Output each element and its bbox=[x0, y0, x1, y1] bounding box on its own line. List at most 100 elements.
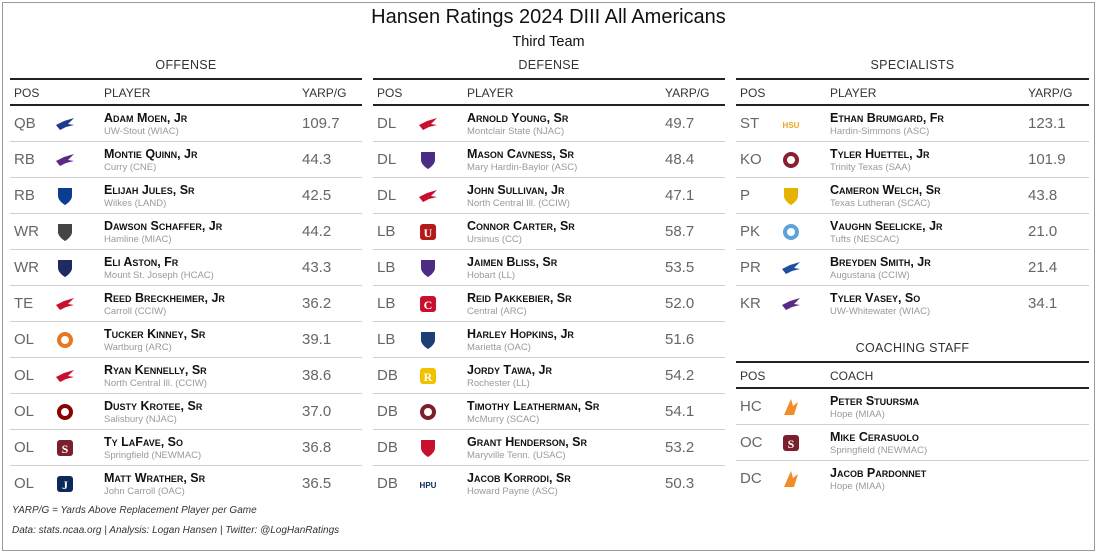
yarp-column-header: YARP/G bbox=[665, 86, 710, 100]
team-conference: Maryville Tenn. (USAC) bbox=[467, 450, 566, 461]
team-conference: Tufts (NESCAC) bbox=[830, 234, 900, 245]
yarp-value: 53.5 bbox=[665, 259, 695, 276]
team-conference: Texas Lutheran (SCAC) bbox=[830, 198, 931, 209]
player-name: Elijah Jules, Sr bbox=[104, 183, 195, 197]
table-row: RB Elijah Jules, Sr Wilkes (LAND) 42.5 bbox=[10, 178, 362, 214]
yarp-column-header: YARP/G bbox=[1028, 86, 1073, 100]
svg-text:S: S bbox=[788, 437, 795, 451]
salisbury-logo bbox=[54, 401, 76, 423]
team-conference: Marietta (OAC) bbox=[467, 342, 531, 353]
team-conference: Salisbury (NJAC) bbox=[104, 414, 177, 425]
team-conference: Hope (MIAA) bbox=[830, 481, 885, 492]
pos-column-header: POS bbox=[740, 369, 766, 383]
team-conference: Mount St. Joseph (HCAC) bbox=[104, 270, 214, 281]
table-row: DB R Jordy Tawa, Jr Rochester (LL) 54.2 bbox=[373, 358, 725, 394]
position-label: DB bbox=[377, 367, 398, 384]
player-name: Montie Quinn, Jr bbox=[104, 147, 198, 161]
player-name: Connor Carter, Sr bbox=[467, 219, 575, 233]
defense-table-header: POS PLAYER YARP/G bbox=[373, 78, 725, 106]
team-conference: Springfield (NEWMAC) bbox=[830, 445, 928, 456]
team-conference: Mary Hardin-Baylor (ASC) bbox=[467, 162, 578, 173]
page-subtitle: Third Team bbox=[512, 34, 585, 50]
yarp-value: 101.9 bbox=[1028, 151, 1066, 168]
yarp-value: 123.1 bbox=[1028, 115, 1066, 132]
position-label: PR bbox=[740, 259, 761, 276]
position-label: OL bbox=[14, 331, 35, 348]
team-conference: Curry (CNE) bbox=[104, 162, 157, 173]
table-row: DL Arnold Young, Sr Montclair State (NJAC)… bbox=[373, 106, 725, 142]
yarp-value: 44.3 bbox=[302, 151, 332, 168]
table-row: TE Reed Breckheimer, Jr Carroll (CCIW) 36.2 bbox=[10, 286, 362, 322]
table-row: LB U Connor Carter, Sr Ursinus (CC) 58.7 bbox=[373, 214, 725, 250]
position-label: ST bbox=[740, 115, 760, 132]
umhb-logo bbox=[417, 149, 439, 171]
mount-st-joseph-logo bbox=[54, 257, 76, 279]
position-label: LB bbox=[377, 223, 396, 240]
player-name: Jordy Tawa, Jr bbox=[467, 363, 552, 377]
table-row: P Cameron Welch, Sr Texas Lutheran (SCAC) 4… bbox=[736, 178, 1089, 214]
position-label: RB bbox=[14, 187, 35, 204]
player-name: Dusty Krotee, Sr bbox=[104, 399, 203, 413]
table-row: OL J Matt Wrather, Sr John Carroll (OAC) 36.… bbox=[10, 466, 362, 502]
table-row: PR Breyden Smith, Jr Augustana (CCIW) 21.4 bbox=[736, 250, 1089, 286]
team-conference: Montclair State (NJAC) bbox=[467, 126, 565, 137]
table-row: DB Timothy Leatherman, Sr McMurry (SCAC) 54… bbox=[373, 394, 725, 430]
player-column-header: PLAYER bbox=[467, 86, 514, 100]
table-row: KO Tyler Huettel, Jr Trinity Texas (SAA) 10… bbox=[736, 142, 1089, 178]
specialists-section-title: SPECIALISTS bbox=[870, 58, 955, 72]
coach-name: Jacob Pardonnet bbox=[830, 466, 927, 480]
coaching-section-title: COACHING STAFF bbox=[855, 341, 970, 355]
position-label: KR bbox=[740, 295, 761, 312]
central-logo: C bbox=[417, 293, 439, 315]
table-row: RB Montie Quinn, Jr Curry (CNE) 44.3 bbox=[10, 142, 362, 178]
position-label: DL bbox=[377, 151, 397, 168]
player-name: Reed Breckheimer, Jr bbox=[104, 291, 225, 305]
player-name: Tyler Vasey, So bbox=[830, 291, 921, 305]
position-label: LB bbox=[377, 331, 396, 348]
team-conference: Carroll (CCIW) bbox=[104, 306, 167, 317]
svg-text:C: C bbox=[424, 298, 433, 312]
yarp-value: 48.4 bbox=[665, 151, 695, 168]
hobart-logo bbox=[417, 257, 439, 279]
team-conference: Hobart (LL) bbox=[467, 270, 516, 281]
player-name: Vaughn Seelicke, Jr bbox=[830, 219, 943, 233]
rochester-logo: R bbox=[417, 365, 439, 387]
position-label: HC bbox=[740, 398, 762, 415]
springfield-logo: S bbox=[780, 432, 802, 454]
north-central-logo bbox=[54, 365, 76, 387]
defense-rows: DL Arnold Young, Sr Montclair State (NJAC)… bbox=[373, 106, 725, 502]
credits: Data: stats.ncaa.org | Analysis: Logan H… bbox=[12, 525, 340, 536]
yarp-value: 21.4 bbox=[1028, 259, 1058, 276]
position-label: QB bbox=[14, 115, 36, 132]
team-conference: Trinity Texas (SAA) bbox=[830, 162, 911, 173]
team-conference: Hardin-Simmons (ASC) bbox=[830, 126, 930, 137]
position-label: P bbox=[740, 187, 751, 204]
player-name: Jacob Korrodi, Sr bbox=[467, 471, 571, 485]
footnote: YARP/G = Yards Above Replacement Player … bbox=[12, 505, 257, 516]
specialists-table: POS PLAYER YARP/G ST HSU Ethan Brumgard, F… bbox=[736, 78, 1089, 322]
coaching-table-header: POS COACH bbox=[736, 361, 1089, 389]
player-name: Harley Hopkins, Jr bbox=[467, 327, 574, 341]
yarp-value: 53.2 bbox=[665, 439, 695, 456]
north-central-logo bbox=[417, 185, 439, 207]
team-conference: Springfield (NEWMAC) bbox=[104, 450, 202, 461]
position-label: OL bbox=[14, 367, 35, 384]
team-conference: North Central Ill. (CCIW) bbox=[104, 378, 207, 389]
pos-column-header: POS bbox=[14, 86, 40, 100]
player-name: Tyler Huettel, Jr bbox=[830, 147, 930, 161]
position-label: TE bbox=[14, 295, 34, 312]
player-column-header: PLAYER bbox=[830, 86, 877, 100]
yarp-value: 51.6 bbox=[665, 331, 695, 348]
player-name: Cameron Welch, Sr bbox=[830, 183, 941, 197]
hsu-logo: HSU bbox=[780, 113, 802, 135]
player-name: Timothy Leatherman, Sr bbox=[467, 399, 600, 413]
hpu-logo: HPU bbox=[417, 473, 439, 495]
svg-text:J: J bbox=[62, 478, 68, 492]
yarp-value: 58.7 bbox=[665, 223, 695, 240]
ursinus-logo: U bbox=[417, 221, 439, 243]
player-name: Breyden Smith, Jr bbox=[830, 255, 931, 269]
position-label: LB bbox=[377, 259, 396, 276]
team-conference: John Carroll (OAC) bbox=[104, 486, 185, 497]
player-name: Tucker Kinney, Sr bbox=[104, 327, 206, 341]
